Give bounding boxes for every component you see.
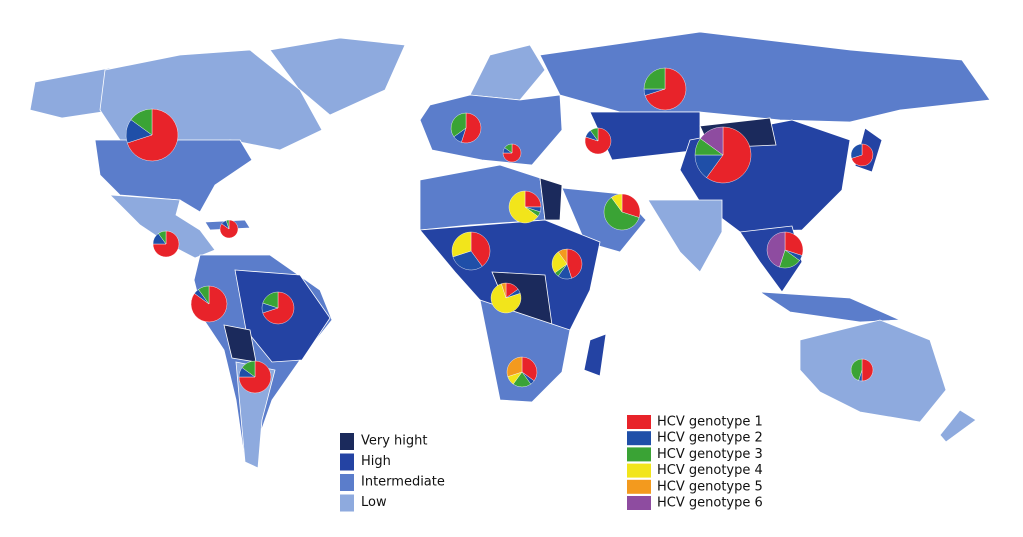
pie-slice: [706, 126, 752, 184]
pie: [125, 108, 179, 162]
pie-slice: [611, 193, 623, 213]
egypt: [539, 177, 563, 221]
pie-slice: [506, 356, 523, 377]
new-zealand: [939, 409, 977, 443]
legend-swatch: [627, 479, 651, 494]
madagascar: [583, 333, 607, 377]
pie-slice: [198, 285, 210, 305]
pie-slice: [450, 112, 467, 138]
pie-slice: [700, 126, 724, 156]
legend-swatch: [627, 496, 651, 510]
pie: [502, 143, 522, 163]
legend-label: HCV genotype 4: [657, 463, 763, 478]
pie: [694, 126, 752, 184]
pie-slice: [451, 231, 472, 258]
pie-slice: [590, 127, 599, 142]
legend-label: HCV genotype 3: [657, 447, 763, 462]
pie-slice: [644, 67, 687, 111]
pie: [603, 193, 641, 231]
pie-slice: [643, 67, 666, 90]
alaska: [29, 67, 111, 119]
pie-slice: [262, 291, 279, 309]
southern-africa: [479, 299, 571, 403]
europe: [419, 94, 563, 166]
pie-slice: [861, 358, 874, 382]
pie-slice: [603, 197, 640, 231]
legend-swatch: [627, 447, 651, 462]
legend-label: HCV genotype 2: [657, 431, 763, 446]
pie-slice: [470, 231, 491, 267]
pie-slice: [241, 360, 256, 378]
pie: [584, 127, 612, 155]
india: [647, 199, 723, 273]
legend-label: Low: [361, 495, 387, 510]
pie: [506, 356, 538, 388]
pie-slice: [225, 219, 230, 230]
pie-slice: [452, 250, 483, 271]
pie-slice: [850, 143, 863, 159]
legend-swatch: [627, 431, 651, 446]
pie: [850, 143, 874, 167]
pie: [508, 190, 542, 224]
pie: [551, 248, 583, 280]
pie-slice: [461, 112, 482, 144]
pie-slice: [850, 358, 863, 381]
pie-slice: [784, 231, 804, 256]
legend-label: High: [361, 454, 391, 469]
central-america: [108, 194, 216, 259]
pie: [261, 291, 295, 325]
pie-slice: [621, 193, 641, 218]
legend-swatch: [340, 453, 354, 471]
pie-slice: [566, 248, 583, 279]
pie-slice: [238, 360, 272, 394]
pie-slice: [557, 248, 568, 265]
usa: [94, 139, 253, 213]
legend-swatch: [340, 474, 354, 491]
pie-slice: [127, 108, 179, 162]
pie-slice: [130, 108, 153, 136]
pie-slice: [504, 143, 513, 154]
indonesia: [758, 291, 901, 323]
pie-slice: [502, 143, 522, 163]
pie: [850, 358, 874, 382]
pie: [152, 230, 180, 258]
legend-label: Very hight: [361, 434, 428, 449]
prevalence-legend: Very hight High Intermediate Low: [340, 433, 445, 512]
pie: [450, 112, 482, 144]
pie-slice: [851, 143, 874, 167]
legend-swatch: [340, 433, 354, 450]
pie-slice: [158, 230, 167, 245]
legend-label: HCV genotype 5: [657, 479, 763, 494]
pie-slice: [766, 231, 786, 268]
pie-slice: [508, 190, 539, 224]
pie: [190, 285, 228, 323]
scandinavia: [469, 44, 546, 101]
legend-label: HCV genotype 6: [657, 496, 763, 511]
pie-slice: [521, 356, 538, 382]
pie-slice: [490, 283, 522, 314]
legend-swatch: [627, 463, 651, 478]
pie: [451, 231, 491, 271]
pie-slice: [501, 282, 507, 299]
pie: [219, 219, 239, 239]
legend-label: Intermediate: [361, 475, 445, 490]
pie: [766, 231, 804, 269]
pie: [490, 282, 522, 314]
pie-charts: [125, 67, 874, 394]
pie: [238, 360, 272, 394]
legend-swatch: [627, 415, 651, 429]
pie: [643, 67, 687, 111]
legend-label: HCV genotype 1: [657, 415, 763, 430]
legend-swatch: [340, 494, 354, 512]
russia: [539, 31, 991, 123]
